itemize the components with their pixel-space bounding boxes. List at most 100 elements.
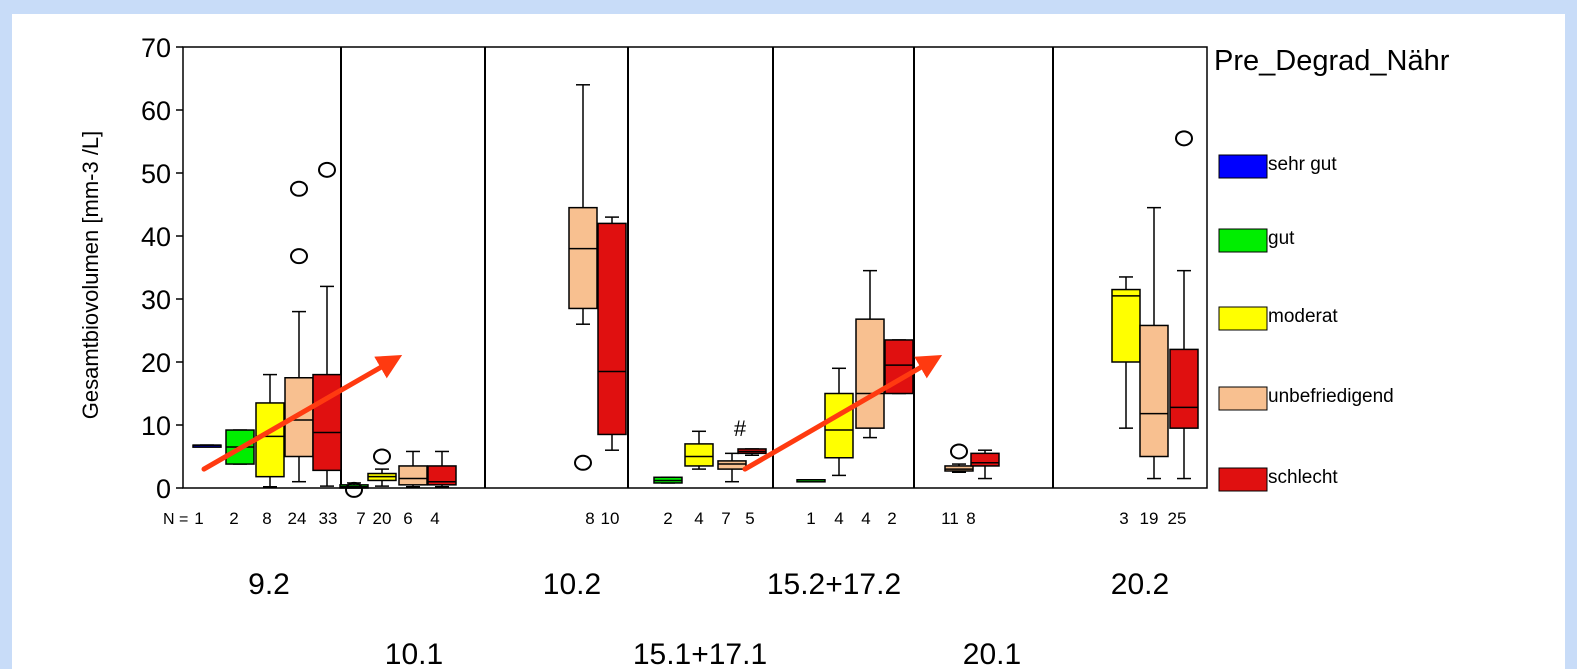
n-count-label: 8 bbox=[585, 509, 594, 528]
box-schlecht bbox=[427, 450, 457, 488]
n-count-label: 11 bbox=[941, 509, 959, 528]
group-label: 15.1+17.1 bbox=[633, 638, 767, 669]
box-schlecht bbox=[970, 449, 1000, 480]
y-tick-label: 0 bbox=[156, 474, 171, 504]
y-tick-label: 40 bbox=[141, 222, 171, 252]
box-body bbox=[427, 465, 457, 486]
box-unbefriedigend bbox=[284, 180, 314, 483]
n-count-label: 2 bbox=[663, 509, 672, 528]
outlier-marker bbox=[950, 443, 968, 460]
box-body bbox=[684, 443, 714, 467]
n-count-label: 2 bbox=[887, 509, 896, 528]
group-label: 9.2 bbox=[248, 568, 290, 601]
trend-arrow bbox=[201, 355, 403, 472]
box-moderat bbox=[367, 448, 397, 487]
box-body bbox=[855, 318, 885, 429]
group-label: 10.2 bbox=[543, 568, 601, 601]
legend-swatch bbox=[1218, 154, 1268, 179]
box-sehr-gut bbox=[192, 444, 222, 448]
box-gut bbox=[653, 476, 683, 484]
box-body bbox=[1139, 324, 1169, 458]
box-unbefriedigend bbox=[855, 269, 885, 439]
y-axis-label: Gesamtbiovolumen [mm-3 /L] bbox=[78, 131, 103, 420]
group-label: 20.1 bbox=[963, 638, 1021, 669]
legend-label: sehr gut bbox=[1268, 154, 1337, 175]
y-tick-label: 50 bbox=[141, 159, 171, 189]
box-schlecht bbox=[737, 448, 767, 456]
trend-arrow bbox=[742, 354, 943, 472]
box-body bbox=[824, 392, 854, 459]
n-prefix: N = bbox=[163, 511, 188, 528]
box-unbefriedigend: # bbox=[717, 416, 747, 483]
n-count-label: 4 bbox=[430, 509, 439, 528]
outlier-marker bbox=[290, 248, 308, 265]
box-body bbox=[1111, 288, 1141, 363]
boxplot-chart: Gesamtbiovolumen [mm-3 /L] Pre_Degrad_Nä… bbox=[78, 33, 1450, 669]
plot-frame bbox=[182, 46, 1208, 489]
box-unbefriedigend bbox=[568, 84, 598, 471]
n-count-label: 1 bbox=[194, 509, 203, 528]
legend-swatch bbox=[1218, 467, 1268, 492]
box-schlecht bbox=[312, 161, 342, 487]
legend-swatch bbox=[1218, 306, 1268, 331]
n-count-label: 20 bbox=[373, 509, 392, 528]
outlier-marker bbox=[290, 180, 308, 197]
box-unbefriedigend bbox=[398, 450, 428, 488]
legend-label: moderat bbox=[1268, 306, 1338, 327]
n-count-label: 7 bbox=[356, 509, 365, 528]
box-unbefriedigend bbox=[944, 443, 974, 473]
group-label: 10.1 bbox=[385, 638, 443, 669]
n-count-label: 4 bbox=[834, 509, 843, 528]
legend-label: schlecht bbox=[1268, 467, 1338, 488]
n-count-label: 8 bbox=[966, 509, 975, 528]
outlier-marker bbox=[373, 448, 391, 465]
box-schlecht bbox=[597, 216, 627, 451]
box-moderat bbox=[1111, 276, 1141, 429]
n-count-label: 1 bbox=[806, 509, 815, 528]
outlier-marker bbox=[1175, 130, 1193, 147]
n-count-label: 19 bbox=[1140, 509, 1159, 528]
n-count-label: 4 bbox=[861, 509, 870, 528]
legend-item: sehr gut bbox=[1218, 154, 1337, 179]
box-gut bbox=[796, 479, 826, 483]
y-tick-label: 30 bbox=[141, 285, 171, 315]
box-body bbox=[312, 373, 342, 472]
outlier-marker bbox=[318, 161, 336, 178]
legend-label: unbefriedigend bbox=[1268, 386, 1394, 407]
y-tick-label: 70 bbox=[141, 33, 171, 63]
n-count-label: 6 bbox=[403, 509, 412, 528]
box-body bbox=[597, 222, 627, 436]
legend-title: Pre_Degrad_Nähr bbox=[1214, 45, 1450, 77]
box-body bbox=[255, 402, 285, 478]
n-count-label: 8 bbox=[262, 509, 271, 528]
box-moderat bbox=[684, 430, 714, 470]
box-body bbox=[398, 465, 428, 486]
box-unbefriedigend bbox=[1139, 206, 1169, 480]
box-moderat bbox=[255, 373, 285, 488]
n-count-label: 4 bbox=[694, 509, 703, 528]
box-gut bbox=[339, 481, 369, 498]
n-count-label: 33 bbox=[319, 509, 338, 528]
extreme-marker: # bbox=[734, 416, 747, 441]
box-body bbox=[568, 206, 598, 310]
y-tick-label: 10 bbox=[141, 411, 171, 441]
box-body bbox=[970, 452, 1000, 467]
legend-label: gut bbox=[1268, 228, 1295, 249]
legend-swatch bbox=[1218, 228, 1268, 253]
legend-item: moderat bbox=[1218, 306, 1338, 331]
outlier-marker bbox=[574, 454, 592, 471]
legend-item: schlecht bbox=[1218, 467, 1338, 492]
n-count-label: 5 bbox=[745, 509, 754, 528]
y-tick-label: 60 bbox=[141, 96, 171, 126]
box-schlecht bbox=[1169, 130, 1199, 480]
y-tick-label: 20 bbox=[141, 348, 171, 378]
legend-item: gut bbox=[1218, 228, 1295, 253]
n-count-label: 24 bbox=[288, 509, 307, 528]
outlier-marker bbox=[345, 481, 363, 498]
n-count-label: 3 bbox=[1119, 509, 1128, 528]
group-label: 15.2+17.2 bbox=[767, 568, 901, 601]
legend-item: unbefriedigend bbox=[1218, 386, 1394, 411]
n-count-label: 7 bbox=[721, 509, 730, 528]
chart-panel: Gesamtbiovolumen [mm-3 /L] Pre_Degrad_Nä… bbox=[12, 14, 1565, 669]
n-count-label: 2 bbox=[229, 509, 238, 528]
